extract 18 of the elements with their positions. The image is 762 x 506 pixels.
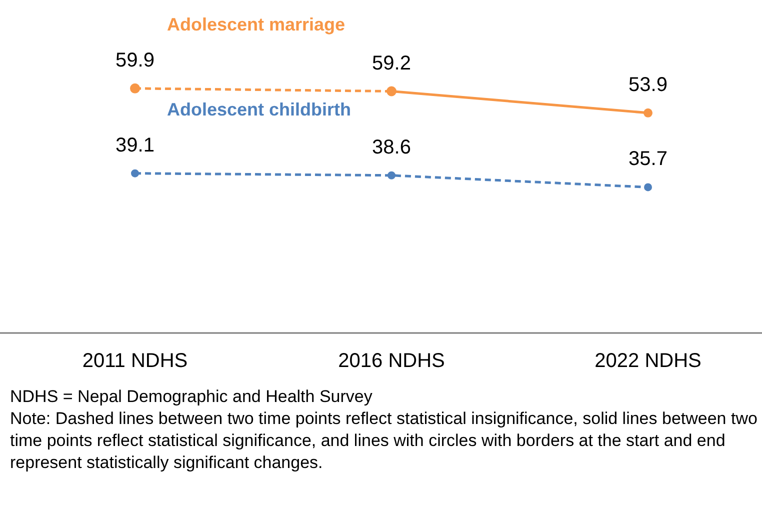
x-tick-label: 2011 NDHS <box>82 350 188 372</box>
data-label: 53.9 <box>628 74 668 96</box>
point <box>644 108 652 118</box>
data-label: 59.2 <box>372 52 411 74</box>
data-label: 35.7 <box>628 148 668 170</box>
point <box>130 83 140 94</box>
x-tick-label: 2016 NDHS <box>338 350 445 372</box>
point <box>644 183 652 192</box>
data-label: 39.1 <box>116 134 154 156</box>
text: Adolescent marriage <box>167 14 346 34</box>
data-label: 38.6 <box>372 136 411 158</box>
data-label: 59.9 <box>116 49 154 72</box>
text: NDHS = Nepal Demographic and Health Survey <box>10 386 374 408</box>
point <box>131 169 139 178</box>
text: Adolescent childbirth <box>167 99 352 120</box>
x-tick-label: 2022 NDHS <box>594 350 702 372</box>
point <box>388 171 396 180</box>
text: Note: Dashed lines between two time points reflect statistical insignificance, solid lines between two time points reflect statistical significance, and lines with circles with borders at the start and end represent statistically significant changes. <box>10 408 758 474</box>
